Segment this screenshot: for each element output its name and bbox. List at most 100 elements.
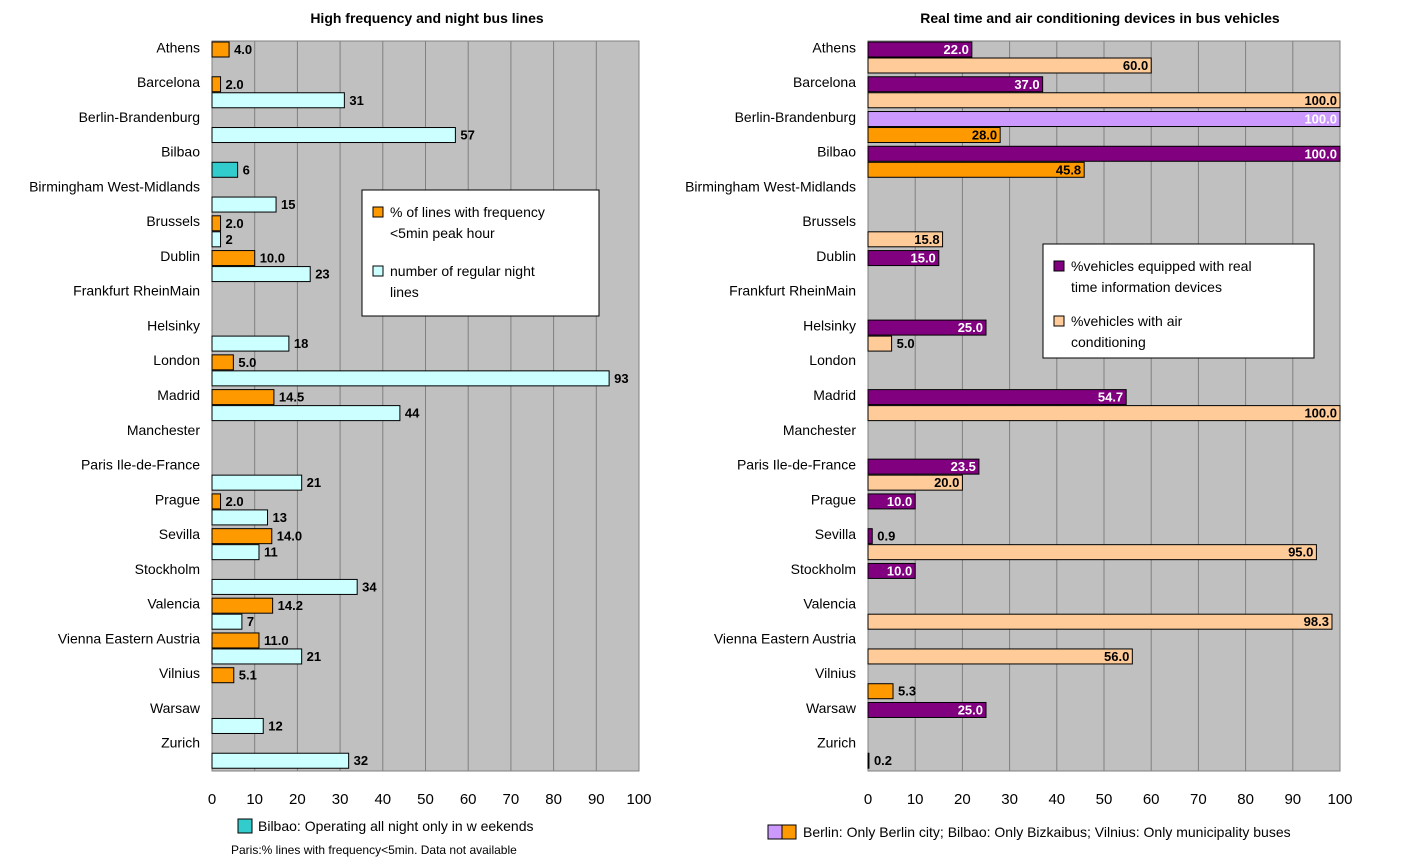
bar: [867, 562, 916, 579]
bar: [867, 319, 987, 336]
right-legend-label-2b: conditioning: [1071, 334, 1146, 350]
data-label: 21: [307, 475, 321, 490]
bar: [867, 405, 1341, 422]
category-label: Warsaw: [806, 700, 857, 716]
right-legend-label-1b: time information devices: [1071, 279, 1222, 295]
data-label: 37.0: [1014, 77, 1039, 92]
bar: [211, 667, 235, 684]
data-label: 2.0: [226, 77, 244, 92]
paris-note: Paris:% lines with frequency<5min. Data …: [231, 843, 517, 857]
right-legend-label-2a: %vehicles with air: [1071, 313, 1183, 329]
right-chart-title: Real time and air conditioning devices i…: [920, 10, 1280, 26]
data-label: 11.0: [264, 633, 289, 648]
data-label: 14.0: [277, 529, 302, 544]
category-label: Prague: [811, 491, 856, 507]
data-label: 60.0: [1123, 58, 1148, 73]
data-label: 2.0: [226, 216, 244, 231]
data-label: 28.0: [972, 128, 997, 143]
x-tick-label: 20: [289, 791, 306, 808]
berlin-note-swatch-orange: [781, 824, 797, 840]
data-label: 0.2: [874, 753, 892, 768]
x-tick-label: 90: [1284, 791, 1301, 808]
category-label: Barcelona: [793, 74, 856, 90]
bar: [211, 613, 243, 630]
right-legend-label-1a: %vehicles equipped with real: [1071, 258, 1252, 274]
right-legend-swatch-purple: [1053, 260, 1065, 272]
left-chart-title: High frequency and night bus lines: [310, 10, 544, 26]
left-legend-label-2b: lines: [390, 284, 419, 300]
bar: [867, 648, 1133, 665]
x-tick-label: 100: [626, 791, 651, 808]
category-label: Prague: [155, 491, 200, 507]
category-label: Valencia: [803, 596, 856, 612]
x-tick-label: 70: [1190, 791, 1207, 808]
category-label: Sevilla: [815, 526, 856, 542]
bar: [211, 266, 311, 283]
bar: [211, 196, 277, 213]
category-label: Vienna Eastern Austria: [58, 630, 200, 646]
category-label: Zurich: [817, 735, 856, 751]
bar: [211, 76, 222, 93]
bar: [867, 231, 944, 248]
data-label: 95.0: [1288, 545, 1313, 560]
category-label: Helsinky: [147, 317, 200, 333]
right-legend: %vehicles equipped with real time inform…: [1042, 243, 1315, 359]
x-tick-label: 50: [1096, 791, 1113, 808]
category-label: Vilnius: [159, 665, 200, 681]
bar: [211, 717, 264, 734]
category-label: Madrid: [813, 387, 856, 403]
bar: [211, 92, 345, 109]
x-tick-label: 40: [374, 791, 391, 808]
bar: [867, 111, 1341, 128]
x-tick-label: 80: [545, 791, 562, 808]
data-label: 5.3: [898, 684, 916, 699]
left-chart: High frequency and night bus lines 4.0 2.…: [29, 10, 651, 857]
data-label: 5.0: [897, 336, 915, 351]
bar: [211, 370, 610, 387]
x-tick-label: 70: [503, 791, 520, 808]
bar: [211, 528, 273, 545]
category-label: London: [153, 352, 200, 368]
bar: [867, 127, 1001, 144]
x-tick-label: 60: [460, 791, 477, 808]
bar: [867, 389, 1127, 406]
data-label: 15: [281, 197, 295, 212]
x-tick-label: 10: [907, 791, 924, 808]
left-legend-label-1b: <5min peak hour: [390, 225, 495, 241]
category-label: Birmingham West-Midlands: [685, 178, 856, 194]
bar: [211, 250, 256, 267]
category-label: Helsinky: [803, 317, 856, 333]
x-tick-label: 60: [1143, 791, 1160, 808]
bar: [211, 335, 290, 352]
bar: [211, 389, 275, 406]
x-tick-label: 30: [332, 791, 349, 808]
x-tick-label: 0: [208, 791, 216, 808]
bar: [867, 76, 1044, 93]
category-label: Berlin-Brandenburg: [79, 109, 200, 125]
left-legend: % of lines with frequency <5min peak hou…: [361, 189, 600, 317]
right-legend-swatch-peach: [1053, 315, 1065, 327]
data-label: 34: [362, 579, 377, 594]
data-label: 18: [294, 336, 308, 351]
bar: [211, 474, 303, 491]
bar: [867, 250, 940, 267]
bar: [211, 405, 401, 422]
data-label: 13: [273, 510, 287, 525]
category-label: Warsaw: [150, 700, 201, 716]
category-label: Paris Ile-de-France: [81, 457, 200, 473]
bar: [211, 493, 222, 510]
category-label: Athens: [812, 39, 856, 55]
bar: [211, 161, 239, 178]
bar: [211, 578, 358, 595]
category-label: Zurich: [161, 735, 200, 751]
bar: [211, 127, 456, 144]
data-label: 45.8: [1056, 162, 1081, 177]
category-label: Brussels: [146, 213, 200, 229]
data-label: 11: [264, 545, 278, 560]
bar: [867, 683, 894, 700]
bar: [867, 145, 1341, 162]
category-label: Frankfurt RheinMain: [73, 283, 200, 299]
bar: [867, 41, 973, 58]
category-label: Paris Ile-de-France: [737, 457, 856, 473]
